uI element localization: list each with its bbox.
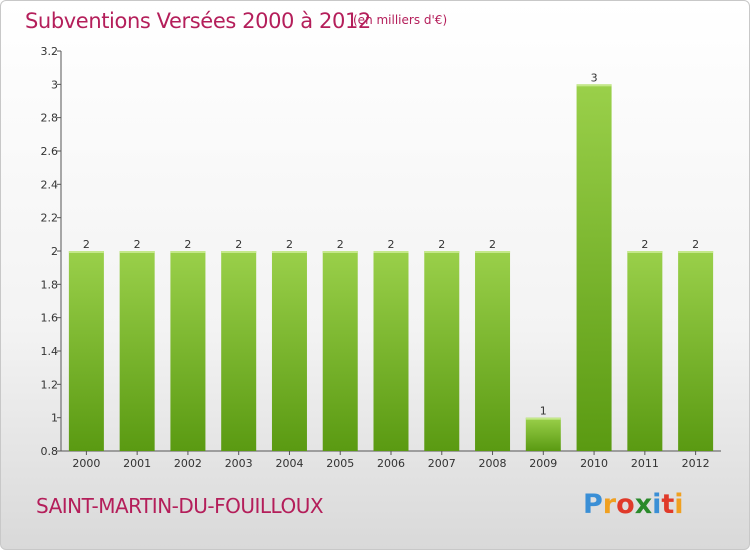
bar [170, 251, 206, 451]
x-tick-label: 2005 [326, 457, 354, 470]
y-tick-label: 2.4 [41, 178, 59, 191]
data-label: 2 [692, 238, 699, 251]
bar [271, 251, 307, 451]
y-tick-label: 1.8 [41, 278, 59, 291]
y-tick-label: 1.6 [41, 312, 59, 325]
y-tick-label: 1.2 [41, 378, 59, 391]
bar [373, 251, 409, 451]
bar [424, 251, 460, 451]
x-tick-label: 2011 [631, 457, 659, 470]
bar-top-highlight [322, 251, 358, 253]
bar-top-highlight [525, 417, 561, 420]
bar [678, 251, 714, 451]
y-tick-label: 2.6 [41, 145, 59, 158]
bar-top-highlight [678, 251, 714, 253]
bar [322, 251, 358, 451]
bar-top-highlight [221, 251, 257, 253]
chart-unit: (en milliers d'€) [353, 13, 448, 27]
y-tick-label: 3.2 [41, 45, 59, 58]
y-tick-label: 2 [51, 245, 58, 258]
chart-title: Subventions Versées 2000 à 2012 [25, 9, 371, 33]
x-tick-label: 2012 [682, 457, 710, 470]
data-label: 2 [235, 238, 242, 251]
logo-letter: i [674, 489, 684, 520]
x-tick-label: 2004 [275, 457, 303, 470]
x-tick-label: 2007 [428, 457, 456, 470]
data-label: 3 [591, 71, 598, 84]
data-label: 2 [134, 238, 141, 251]
logo-letter: t [661, 489, 675, 520]
bars [68, 84, 714, 451]
data-label: 2 [337, 238, 344, 251]
y-tick-label: 1.4 [41, 345, 59, 358]
logo-letter: r [602, 489, 617, 520]
x-tick-label: 2006 [377, 457, 405, 470]
y-tick-label: 2.8 [41, 112, 59, 125]
x-tick-label: 2010 [580, 457, 608, 470]
data-label: 2 [388, 238, 395, 251]
bar-top-highlight [627, 251, 663, 253]
x-tick-label: 2009 [529, 457, 557, 470]
labels: 0.8 1 1.2 1.4 1.6 1.8 2 2.2 2.4 2.6 2.8 3 3.2 2000 2 20… [41, 45, 710, 470]
data-label: 2 [83, 238, 90, 251]
logo-letter: i [652, 489, 662, 520]
data-label: 1 [540, 405, 547, 418]
x-tick-label: 2000 [72, 457, 100, 470]
logo-letter: x [634, 489, 653, 520]
data-label: 2 [641, 238, 648, 251]
bar-top-highlight [424, 251, 460, 253]
data-label: 2 [184, 238, 191, 251]
y-tick-label: 1 [51, 412, 58, 425]
bar-top-highlight [119, 251, 155, 253]
bar-top-highlight [475, 251, 511, 253]
bar [576, 84, 612, 451]
y-tick-label: 0.8 [41, 445, 59, 458]
x-tick-label: 2002 [174, 457, 202, 470]
bar [475, 251, 511, 451]
bar-top-highlight [373, 251, 409, 253]
y-tick-label: 2.2 [41, 212, 59, 225]
bar-top-highlight [68, 251, 104, 253]
commune-name: SAINT-MARTIN-DU-FOUILLOUX [36, 494, 324, 518]
bar [221, 251, 257, 451]
logo-letter: o [616, 489, 635, 520]
bar [68, 251, 104, 451]
x-tick-label: 2008 [479, 457, 507, 470]
data-label: 2 [286, 238, 293, 251]
x-tick-label: 2003 [225, 457, 253, 470]
bar-top-highlight [576, 84, 612, 87]
bar-top-highlight [170, 251, 206, 253]
y-tick-label: 3 [51, 78, 58, 91]
bar-top-highlight [271, 251, 307, 253]
bar [525, 417, 561, 451]
data-label: 2 [438, 238, 445, 251]
x-tick-label: 2001 [123, 457, 151, 470]
proxiti-logo: Proxiti [583, 489, 684, 520]
data-label: 2 [489, 238, 496, 251]
bar [119, 251, 155, 451]
logo-letter: P [583, 489, 603, 520]
bar [627, 251, 663, 451]
